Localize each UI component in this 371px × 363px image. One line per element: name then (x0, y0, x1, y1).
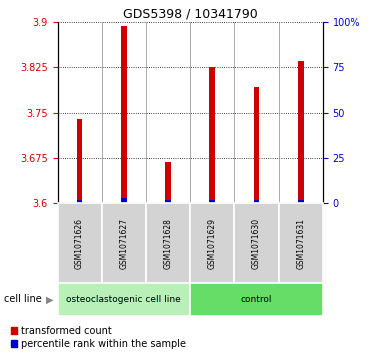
Bar (165, 162, 171, 203)
Legend: transformed count, percentile rank within the sample: transformed count, percentile rank withi… (9, 324, 188, 351)
Text: GSM1071626: GSM1071626 (75, 218, 84, 269)
Text: GSM1071630: GSM1071630 (252, 218, 261, 269)
Bar (209, 200, 215, 203)
Bar (121, 26, 127, 203)
Bar (77, 119, 82, 203)
Bar (190, 203, 234, 283)
Bar (298, 200, 303, 203)
Bar (77, 200, 82, 203)
Bar (58, 203, 102, 283)
Bar (254, 86, 259, 203)
Bar (165, 200, 171, 203)
Text: GSM1071627: GSM1071627 (119, 218, 128, 269)
Bar (209, 66, 215, 203)
Bar (102, 203, 146, 283)
Text: GSM1071628: GSM1071628 (164, 218, 173, 269)
Text: GSM1071629: GSM1071629 (208, 218, 217, 269)
Bar (279, 203, 323, 283)
Bar (298, 61, 303, 203)
Text: osteoclastogenic cell line: osteoclastogenic cell line (66, 295, 181, 304)
Bar (190, 283, 323, 316)
Bar (121, 198, 127, 203)
Bar (254, 200, 259, 203)
Bar (146, 203, 190, 283)
Text: cell line: cell line (4, 294, 42, 305)
Text: ▶: ▶ (46, 294, 54, 305)
Text: control: control (241, 295, 272, 304)
Title: GDS5398 / 10341790: GDS5398 / 10341790 (123, 8, 257, 21)
Text: GSM1071631: GSM1071631 (296, 218, 305, 269)
Bar (58, 283, 190, 316)
Bar (234, 203, 279, 283)
